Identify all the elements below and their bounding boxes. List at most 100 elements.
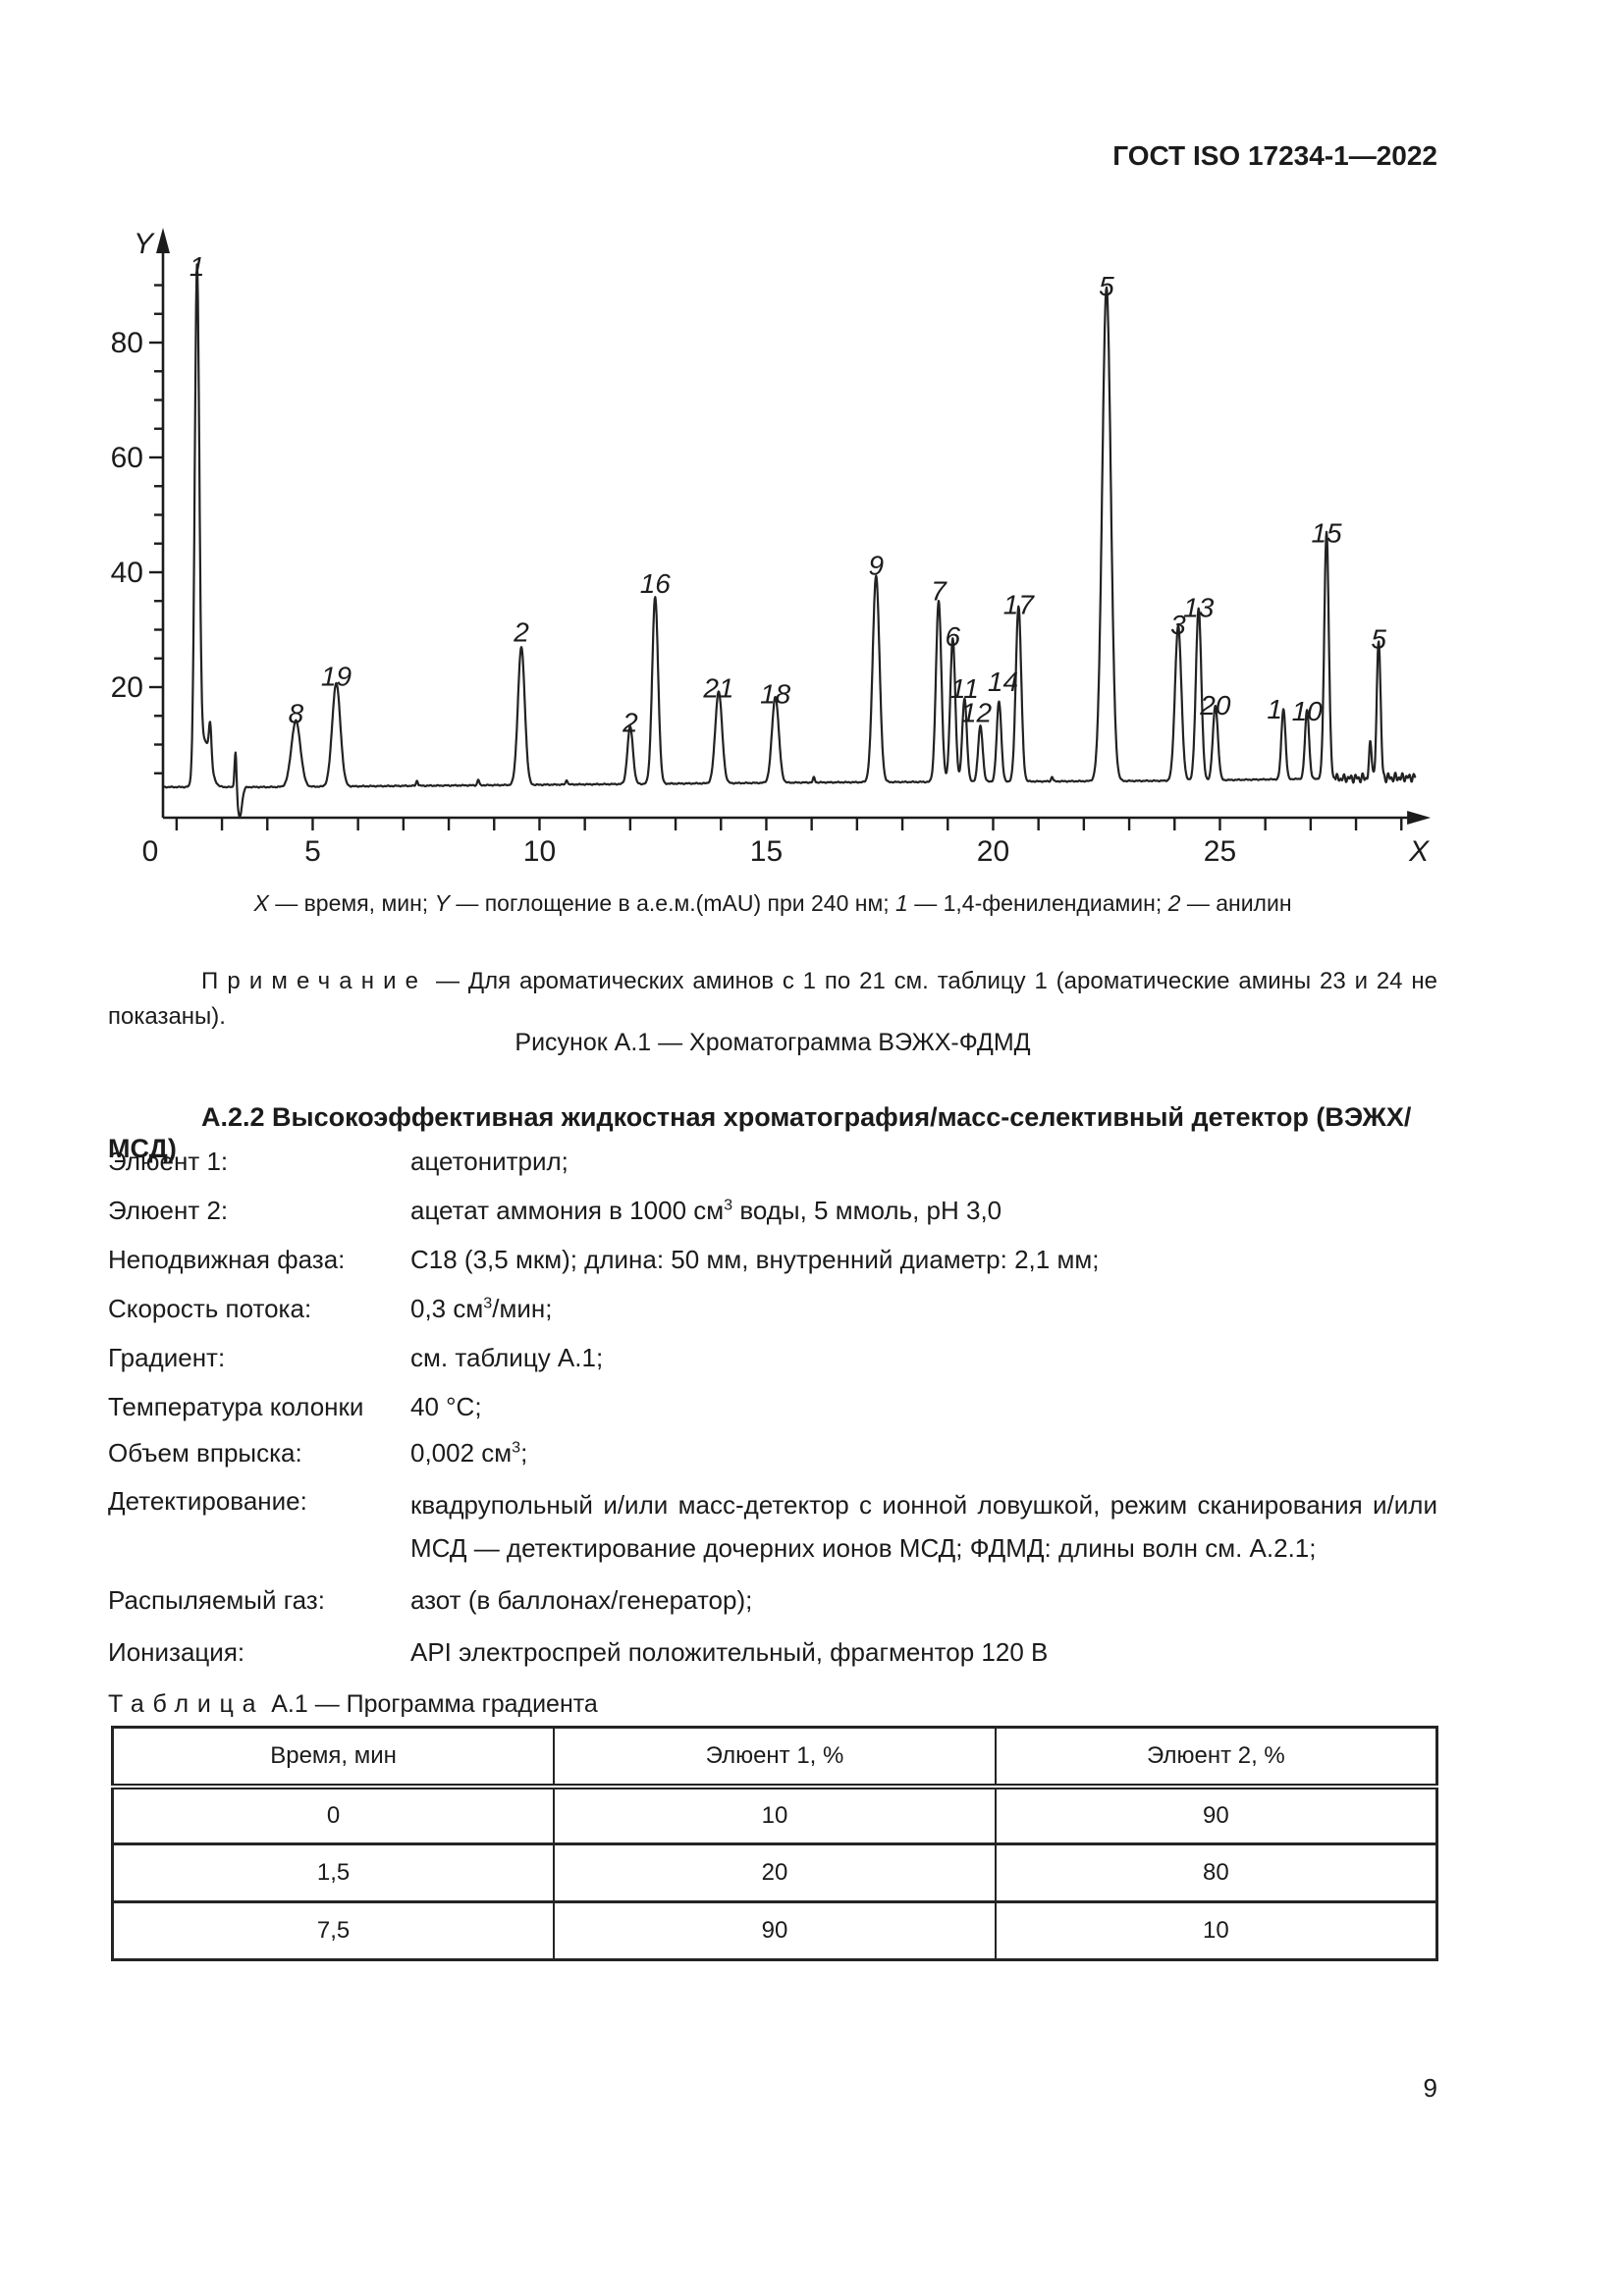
table-cell: 20 bbox=[553, 1842, 997, 1903]
x-axis-label: X bbox=[1408, 835, 1430, 868]
peak-label: 3 bbox=[1170, 610, 1186, 640]
peak-label: 1 bbox=[1267, 694, 1282, 724]
param-row: Неподвижная фаза: C18 (3,5 мкм); длина: 5… bbox=[108, 1242, 1437, 1277]
x-tick-label: 10 bbox=[523, 835, 556, 868]
table-cell: 7,5 bbox=[111, 1900, 556, 1961]
param-value: квадрупольный и/или масс-детектор с ионн… bbox=[410, 1490, 1437, 1563]
table-cell: 10 bbox=[994, 1900, 1438, 1961]
caption-segment: — анилин bbox=[1180, 890, 1292, 916]
table-cell: 0 bbox=[111, 1785, 556, 1845]
peak-label: 11 bbox=[950, 673, 979, 704]
param-label: Детектирование: bbox=[108, 1486, 307, 1516]
figure-note: Примечание — Для ароматических аминов с … bbox=[108, 964, 1437, 1035]
note-text: — Для ароматических аминов с 1 по 21 см.… bbox=[108, 968, 1437, 1030]
x-tick-label: 20 bbox=[977, 835, 1009, 868]
param-label: Элюент 2: bbox=[108, 1196, 229, 1225]
param-label: Объем впрыска: bbox=[108, 1438, 302, 1468]
caption-segment: 2 bbox=[1167, 890, 1181, 916]
peak-label: 9 bbox=[868, 550, 884, 580]
peak-label: 5 bbox=[1099, 271, 1114, 301]
param-label: Температура колонки bbox=[108, 1392, 364, 1421]
peak-label: 7 bbox=[931, 576, 947, 607]
table-cell: 90 bbox=[553, 1900, 997, 1961]
param-label: Ионизация: bbox=[108, 1637, 245, 1667]
peak-label: 15 bbox=[1311, 517, 1342, 548]
table-cell: 90 bbox=[994, 1785, 1438, 1845]
table-header-cell: Время, мин bbox=[111, 1726, 556, 1789]
param-row: Температура колонки 40 °C; bbox=[108, 1389, 1437, 1424]
table-title-rest: А.1 — Программа градиента bbox=[264, 1690, 598, 1718]
table-header-row: Время, мин Элюент 1, % Элюент 2, % bbox=[111, 1726, 1438, 1789]
caption-segment: — 1,4-фенилендиамин; bbox=[907, 890, 1168, 916]
param-row: Элюент 2: ацетат аммония в 1000 см3 воды,… bbox=[108, 1193, 1437, 1228]
param-label: Скорость потока: bbox=[108, 1294, 312, 1323]
table-title-word: Таблица bbox=[108, 1690, 265, 1718]
chromatogram-trace bbox=[163, 263, 1417, 818]
table-row: 1,5 20 80 bbox=[111, 1842, 1438, 1903]
param-label: Элюент 1: bbox=[108, 1147, 229, 1176]
figure-caption: X — время, мин; Y — поглощение в а.е.м.(… bbox=[108, 888, 1437, 918]
peak-label: 13 bbox=[1183, 593, 1215, 623]
peak-label: 6 bbox=[946, 621, 961, 652]
table-title: Таблица А.1 — Программа градиента bbox=[108, 1690, 1437, 1719]
y-tick-label: 20 bbox=[111, 671, 143, 704]
caption-segment: — время, мин; bbox=[268, 890, 435, 916]
param-row: Детектирование: квадрупольный и/или масс-… bbox=[108, 1483, 1437, 1570]
section-heading: А.2.2 Высокоэффективная жидкостная хрома… bbox=[108, 1102, 1412, 1163]
y-axis-arrow bbox=[156, 228, 170, 253]
param-row: Распыляемый газ: азот (в баллонах/генерат… bbox=[108, 1582, 1437, 1618]
param-row: Объем впрыска: 0,002 см3; bbox=[108, 1435, 1437, 1470]
x-tick-label: 25 bbox=[1204, 835, 1236, 868]
param-value: см. таблицу А.1; bbox=[410, 1343, 604, 1372]
param-label: Неподвижная фаза: bbox=[108, 1245, 346, 1274]
gradient-table: Время, мин Элюент 1, % Элюент 2, % 0 10 90 1,… bbox=[111, 1726, 1438, 1961]
x-origin-label: 0 bbox=[142, 835, 159, 868]
param-value: 0,002 см3; bbox=[410, 1438, 528, 1468]
peak-label: 21 bbox=[702, 672, 733, 703]
peak-label: 10 bbox=[1292, 696, 1324, 726]
table-row: 7,5 90 10 bbox=[111, 1900, 1438, 1961]
peak-label: 2 bbox=[622, 708, 638, 738]
gradient-table-body: 0 10 90 1,5 20 80 7,5 90 10 bbox=[111, 1785, 1438, 1961]
param-row: Скорость потока: 0,3 см3/мин; bbox=[108, 1291, 1437, 1326]
x-tick-label: 5 bbox=[304, 835, 321, 868]
peak-label: 17 bbox=[1003, 590, 1036, 620]
table-header-cell: Элюент 1, % bbox=[553, 1726, 997, 1789]
document-header: ГОСТ ISO 17234-1—2022 bbox=[1112, 140, 1437, 171]
table-header-cell: Элюент 2, % bbox=[994, 1726, 1438, 1789]
param-value: C18 (3,5 мкм); длина: 50 мм, внутренний … bbox=[410, 1245, 1100, 1274]
peak-label: 14 bbox=[988, 667, 1018, 697]
peak-label: 5 bbox=[1371, 624, 1386, 655]
x-axis-arrow bbox=[1407, 811, 1432, 825]
param-label: Градиент: bbox=[108, 1343, 226, 1372]
x-tick-label: 15 bbox=[750, 835, 783, 868]
peak-label: 8 bbox=[289, 699, 304, 729]
y-axis-label: Y bbox=[134, 228, 155, 260]
param-row: Элюент 1: ацетонитрил; bbox=[108, 1144, 1437, 1179]
param-value: азот (в баллонах/генератор); bbox=[410, 1585, 753, 1615]
param-row: Градиент: см. таблицу А.1; bbox=[108, 1340, 1437, 1375]
caption-segment: — поглощение в а.е.м.(mAU) при 240 нм; bbox=[449, 890, 896, 916]
table-cell: 80 bbox=[994, 1842, 1438, 1903]
peak-label: 16 bbox=[640, 568, 672, 599]
gradient-table-head: Время, мин Элюент 1, % Элюент 2, % bbox=[111, 1726, 1438, 1789]
caption-segment: X bbox=[253, 890, 269, 916]
y-tick-label: 60 bbox=[111, 442, 143, 474]
caption-segment: Y bbox=[434, 890, 450, 916]
caption-segment: 1 bbox=[895, 890, 908, 916]
param-value: ацетонитрил; bbox=[410, 1147, 568, 1176]
peak-label: 19 bbox=[321, 662, 352, 692]
param-value: 0,3 см3/мин; bbox=[410, 1294, 553, 1323]
peak-label: 12 bbox=[961, 697, 993, 727]
param-label: Распыляемый газ: bbox=[108, 1585, 325, 1615]
y-tick-label: 40 bbox=[111, 557, 143, 589]
table-cell: 1,5 bbox=[111, 1842, 556, 1903]
page-number: 9 bbox=[1423, 2073, 1437, 2103]
param-value: API электроспрей положительный, фрагмент… bbox=[410, 1637, 1049, 1667]
figure-title: Рисунок А.1 — Хроматограмма ВЭЖХ-ФДМД bbox=[514, 1029, 1031, 1056]
peak-label: 2 bbox=[513, 617, 529, 648]
table-row: 0 10 90 bbox=[111, 1785, 1438, 1845]
param-row: Ионизация: API электроспрей положительный… bbox=[108, 1634, 1437, 1670]
